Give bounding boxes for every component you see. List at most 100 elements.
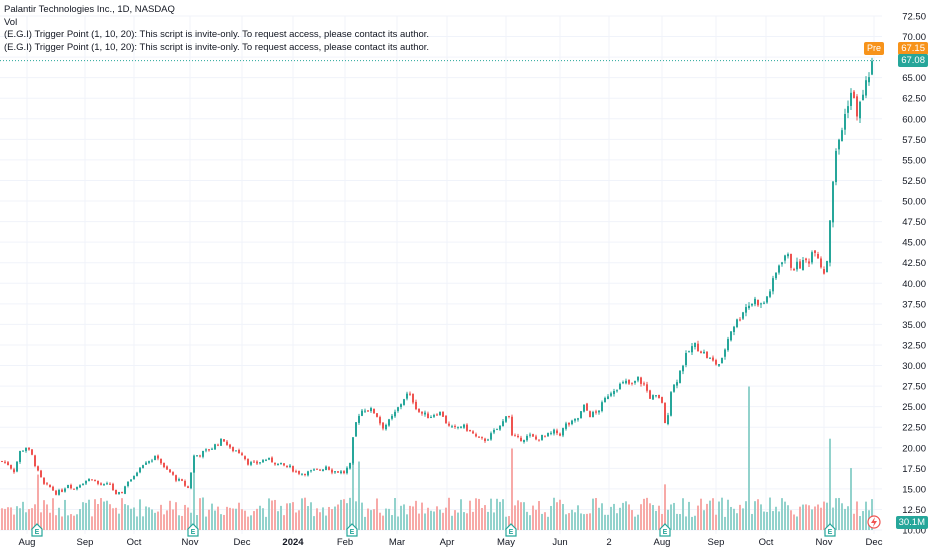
volume-bar	[586, 513, 588, 530]
volume-bar	[70, 514, 72, 530]
volume-bar	[700, 498, 702, 530]
volume-bar	[7, 507, 9, 530]
candle-body	[313, 469, 315, 471]
candle-body	[658, 394, 660, 398]
candle-body	[292, 466, 294, 472]
candle-body	[88, 478, 90, 482]
candle-body	[220, 438, 222, 446]
candle-body	[676, 382, 678, 386]
volume-bar	[85, 502, 87, 530]
volume-bar	[193, 458, 195, 530]
candle-body	[40, 470, 42, 478]
candle-body	[835, 150, 837, 183]
volume-bar	[22, 501, 24, 530]
candle-body	[169, 469, 171, 473]
volume-bar	[391, 515, 393, 530]
volume-bar	[778, 511, 780, 530]
candle-body	[37, 466, 39, 471]
candle-body	[442, 411, 444, 417]
volume-bar	[166, 510, 168, 530]
volume-bar	[493, 512, 495, 530]
candle-body	[748, 305, 750, 309]
flash-icon[interactable]	[867, 515, 881, 529]
volume-bar	[187, 507, 189, 530]
volume-bar	[340, 499, 342, 530]
volume-bar	[319, 512, 321, 530]
volume-bar	[481, 507, 483, 530]
candle-body	[583, 404, 585, 412]
volume-bar	[10, 507, 12, 530]
candle-body	[514, 435, 516, 437]
x-tick-label: Sep	[77, 537, 94, 548]
candle-body	[445, 415, 447, 424]
candle-body	[718, 364, 720, 366]
candle-body	[703, 351, 705, 354]
volume-bar	[649, 503, 651, 530]
volume-bar	[814, 506, 816, 530]
candle-body	[319, 469, 321, 471]
candle-body	[370, 408, 372, 412]
candle-body	[52, 486, 54, 491]
y-tick-label: 50.00	[902, 197, 926, 208]
candle-body	[808, 261, 810, 264]
price-axis[interactable]: 72.5070.0067.5065.0062.5060.0057.5055.00…	[902, 12, 926, 537]
x-tick-label: Nov	[182, 537, 199, 548]
volume-bar	[112, 508, 114, 530]
candle-body	[601, 402, 603, 411]
candle-body	[832, 181, 834, 223]
volume-bar	[58, 507, 60, 530]
candle-body	[574, 418, 576, 421]
candle-body	[610, 393, 612, 396]
volume-bar	[280, 505, 282, 530]
y-tick-label: 65.00	[902, 73, 926, 84]
x-tick-label: Apr	[440, 537, 455, 548]
volume-bar	[664, 484, 666, 530]
volume-bar	[397, 516, 399, 530]
candle-body	[199, 455, 201, 457]
candle-body	[787, 254, 789, 257]
candle-body	[730, 331, 732, 341]
volume-bar	[349, 497, 351, 530]
candle-body	[754, 298, 756, 305]
candle-body	[106, 483, 108, 485]
candle-body	[871, 61, 873, 75]
x-tick-label: Oct	[759, 537, 774, 548]
candle-body	[46, 483, 48, 485]
indicator-label-1[interactable]: (E.G.I) Trigger Point (1, 10, 20): This …	[4, 29, 430, 40]
candle-body	[361, 410, 363, 416]
indicator-label-2[interactable]: (E.G.I) Trigger Point (1, 10, 20): This …	[4, 41, 430, 53]
volume-indicator-label[interactable]: Vol	[4, 16, 18, 28]
volume-bar	[79, 509, 81, 530]
candle-body	[163, 462, 165, 468]
candle-body	[367, 410, 369, 412]
candle-body	[637, 376, 639, 381]
candle-body	[223, 439, 225, 442]
y-tick-label: 27.50	[902, 382, 926, 393]
volume-bar	[715, 514, 717, 530]
candle-body	[541, 434, 543, 440]
time-axis[interactable]: Aug Sep Oct Nov Dec 2024 Feb Mar Apr May Jun 2 Aug Se…	[19, 537, 883, 548]
volume-bar	[424, 513, 426, 530]
volume-bar	[535, 509, 537, 530]
volume-bar	[13, 514, 15, 530]
volume-bar	[775, 506, 777, 530]
candle-body	[166, 466, 168, 470]
volume-bar	[205, 516, 207, 530]
candle-body	[61, 489, 63, 492]
candle-body	[712, 357, 714, 361]
candle-body	[535, 436, 537, 440]
candle-body	[397, 407, 399, 411]
candle-body	[568, 422, 570, 425]
candle-body	[571, 420, 573, 425]
volume-bar	[841, 503, 843, 530]
volume-bar	[67, 515, 69, 530]
candle-body	[154, 455, 156, 461]
volume-bar	[181, 515, 183, 530]
volume-bar	[769, 497, 771, 530]
volume-bar	[31, 508, 33, 530]
volume-bar	[268, 498, 270, 530]
volume-bar	[748, 386, 750, 530]
symbol-title[interactable]: Palantir Technologies Inc., 1D, NASDAQ	[4, 4, 175, 15]
volume-bar	[43, 500, 45, 530]
